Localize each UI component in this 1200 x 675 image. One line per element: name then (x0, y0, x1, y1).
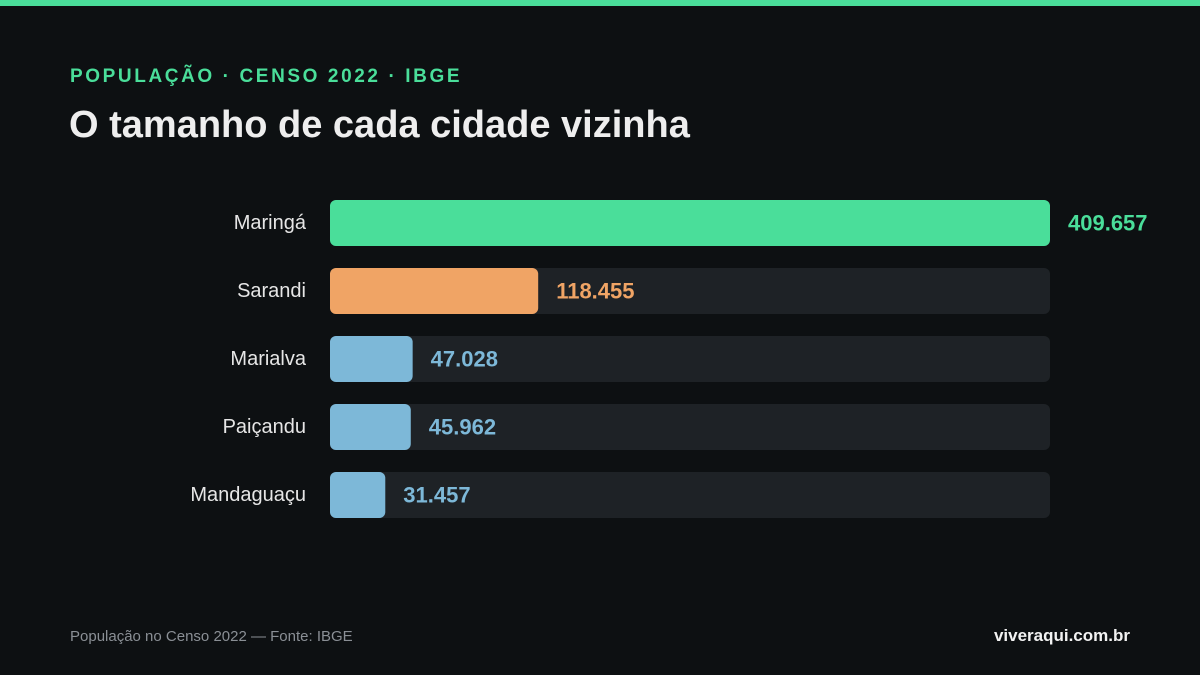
bar (330, 404, 411, 450)
category-label: Maringá (234, 212, 307, 234)
value-label: 118.455 (556, 279, 634, 304)
chart-title: O tamanho de cada cidade vizinha (69, 104, 690, 146)
bar-track (330, 472, 1050, 518)
category-label: Sarandi (237, 280, 306, 302)
value-label: 409.657 (1068, 211, 1148, 236)
category-label: Mandaguaçu (190, 484, 306, 506)
site-url: viveraqui.com.br (993, 626, 1130, 645)
chart-eyebrow: POPULAÇÃO · CENSO 2022 · IBGE (70, 66, 463, 87)
value-label: 45.962 (429, 415, 496, 440)
bar-track (330, 404, 1050, 450)
bar (330, 200, 1050, 246)
value-label: 47.028 (431, 347, 498, 372)
source-note: População no Censo 2022 — Fonte: IBGE (70, 628, 353, 645)
bar (330, 336, 413, 382)
category-label: Paiçandu (223, 416, 306, 438)
category-label: Marialva (230, 348, 306, 370)
value-label: 31.457 (403, 483, 470, 508)
top-accent-bar (0, 0, 1200, 6)
bar-track (330, 336, 1050, 382)
bar (330, 268, 539, 314)
bar (330, 472, 386, 518)
